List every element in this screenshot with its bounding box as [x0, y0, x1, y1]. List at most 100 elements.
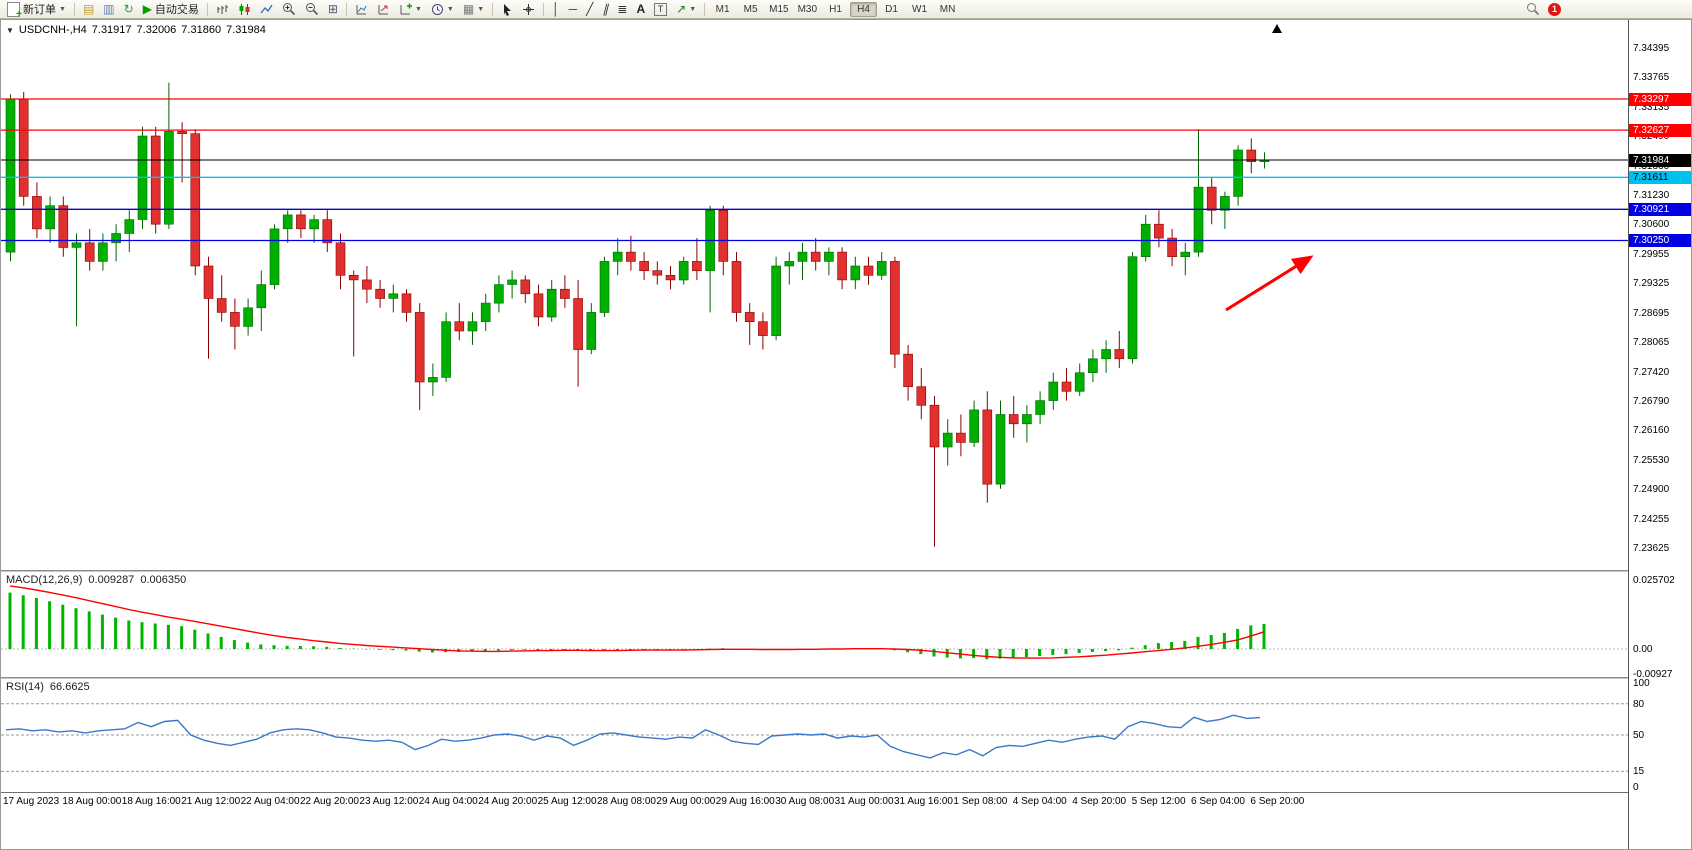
timeframe-m1-button[interactable]: M1: [715, 3, 730, 15]
candle-bullish: [1127, 256, 1138, 360]
trendline-button[interactable]: ╱: [582, 0, 597, 18]
candle-bearish: [692, 261, 702, 271]
candle-bullish: [876, 261, 887, 276]
candle-bullish: [942, 432, 953, 448]
candle-bullish: [1193, 186, 1204, 253]
trend-arrow-annotation[interactable]: [1225, 255, 1314, 312]
price-axis-label: 7.23625: [1633, 542, 1670, 554]
timeframe-h1-button[interactable]: H1: [829, 3, 842, 15]
price-axis-label: 7.26160: [1633, 425, 1670, 437]
crosshair-button[interactable]: [518, 0, 539, 18]
time-axis[interactable]: 17 Aug 2023 18 Aug 00:00 18 Aug 16:00 21 Au…: [1, 794, 1629, 812]
profiles-button[interactable]: ▥: [99, 0, 118, 18]
bar-chart-button[interactable]: [212, 0, 233, 18]
candle-bullish: [98, 242, 108, 262]
time-axis-label: 24 Aug 20:00: [478, 796, 538, 807]
auto-trading-button[interactable]: ▶ 自动交易: [139, 0, 203, 18]
timeframe-m5-button[interactable]: M5: [743, 3, 758, 15]
candlestick-chart-button[interactable]: [234, 0, 255, 18]
candle-bullish: [1233, 149, 1243, 197]
arrow-objects-button[interactable]: ↗ ▼: [672, 0, 700, 18]
crosshair-icon: [523, 3, 535, 15]
candle-bullish: [586, 312, 597, 350]
candle-bearish: [454, 321, 465, 332]
candle-bullish: [124, 219, 135, 234]
timeframe-m30-button[interactable]: M30: [797, 3, 818, 15]
cursor-button[interactable]: [497, 0, 517, 18]
notification-badge[interactable]: 1: [1548, 2, 1561, 16]
candle-bullish: [784, 261, 795, 267]
macd-name: MACD(12,26,9): [6, 574, 83, 586]
candle-bullish: [599, 261, 610, 313]
vertical-line-button[interactable]: │: [548, 0, 564, 18]
time-axis-label: 18 Aug 16:00: [121, 796, 181, 807]
time-axis-label: 1 Sep 08:00: [953, 796, 1008, 807]
add-indicator-button[interactable]: ▼: [395, 0, 426, 18]
equidistant-channel-button[interactable]: ∥: [598, 0, 612, 18]
candle-bullish: [1035, 400, 1045, 415]
candle-bearish: [573, 298, 583, 350]
price-level-tag: 7.31611: [1629, 171, 1691, 185]
add-indicator-icon: [400, 3, 412, 14]
data-window-button[interactable]: [351, 0, 372, 18]
vertical-line-icon: │: [552, 2, 560, 16]
horizontal-line-button[interactable]: ─: [565, 0, 582, 18]
trendline-icon: ╱: [586, 2, 594, 16]
text-button[interactable]: A: [632, 0, 649, 18]
candle-bearish: [956, 432, 966, 443]
symbol-dropdown-icon[interactable]: ▼: [6, 25, 14, 35]
periods-button[interactable]: ▼: [427, 0, 458, 18]
rsi-panel[interactable]: [1, 679, 1629, 792]
candle-bearish: [665, 275, 676, 281]
time-axis-label: 17 Aug 2023: [3, 796, 60, 807]
tile-windows-button[interactable]: ⊞: [324, 0, 342, 18]
new-order-label: 新订单: [23, 4, 56, 16]
price-axis-label: 7.33135: [1633, 101, 1670, 113]
price-axis-label: 7.24900: [1633, 483, 1670, 495]
search-icon[interactable]: [1526, 2, 1540, 16]
timeframe-mn-button[interactable]: MN: [939, 3, 956, 15]
panel-divider[interactable]: [1, 677, 1691, 679]
tile-windows-icon: ⊞: [327, 2, 338, 16]
templates-button[interactable]: ▦ ▼: [459, 0, 488, 18]
chevron-down-icon: ▼: [446, 5, 454, 13]
macd-panel[interactable]: [1, 572, 1629, 677]
time-axis-label: 28 Aug 08:00: [597, 796, 656, 807]
data-window-icon: [356, 4, 367, 14]
candle-bullish: [428, 377, 438, 383]
main-chart-panel[interactable]: [1, 20, 1629, 570]
fibonacci-button[interactable]: ≣: [613, 0, 631, 18]
time-axis-label: 18 Aug 00:00: [62, 796, 122, 807]
rsi-label: RSI(14) 66.6625: [6, 681, 90, 693]
price-scale[interactable]: 7.343957.337657.331357.324907.318607.312…: [1628, 20, 1691, 849]
candle-bullish: [309, 219, 319, 230]
candle-bearish: [639, 261, 649, 271]
candle-bearish: [190, 133, 201, 267]
timeframe-w1-button[interactable]: W1: [912, 3, 928, 15]
timeframe-d1-button[interactable]: D1: [885, 3, 898, 15]
time-axis-label: 6 Sep 20:00: [1250, 796, 1305, 807]
rsi-axis-label: 15: [1633, 766, 1645, 778]
candle-bullish: [507, 279, 517, 285]
line-chart-button[interactable]: [256, 0, 277, 18]
indicator-list-button[interactable]: [373, 0, 394, 18]
new-order-button[interactable]: 新订单 ▼: [3, 0, 70, 20]
timeframe-m15-button[interactable]: M15: [769, 3, 789, 15]
zoom-in-button[interactable]: [278, 0, 300, 18]
plot-area: ▼ USDCNH-,H4 7.31917 7.32006 7.31860 7.3…: [1, 20, 1691, 849]
candle-bearish: [1206, 186, 1217, 211]
bar-chart-icon: [217, 4, 228, 14]
ohlc-low: 7.31860: [181, 24, 222, 36]
ohlc-open: 7.31917: [91, 24, 132, 36]
price-axis-label: 7.26790: [1633, 396, 1670, 408]
price-axis-label: 7.27420: [1633, 366, 1670, 378]
chart-window-button[interactable]: ▤: [79, 0, 98, 18]
time-axis-label: 5 Sep 12:00: [1131, 796, 1186, 807]
chart-shift-marker[interactable]: [1272, 24, 1282, 33]
equidistant-channel-icon: ∥: [602, 2, 609, 16]
panel-divider[interactable]: [1, 570, 1691, 572]
text-label-button[interactable]: T: [650, 0, 671, 18]
timeframe-h4-button[interactable]: H4: [850, 1, 878, 17]
zoom-out-button[interactable]: [301, 0, 323, 18]
refresh-button[interactable]: ↻: [120, 0, 138, 18]
